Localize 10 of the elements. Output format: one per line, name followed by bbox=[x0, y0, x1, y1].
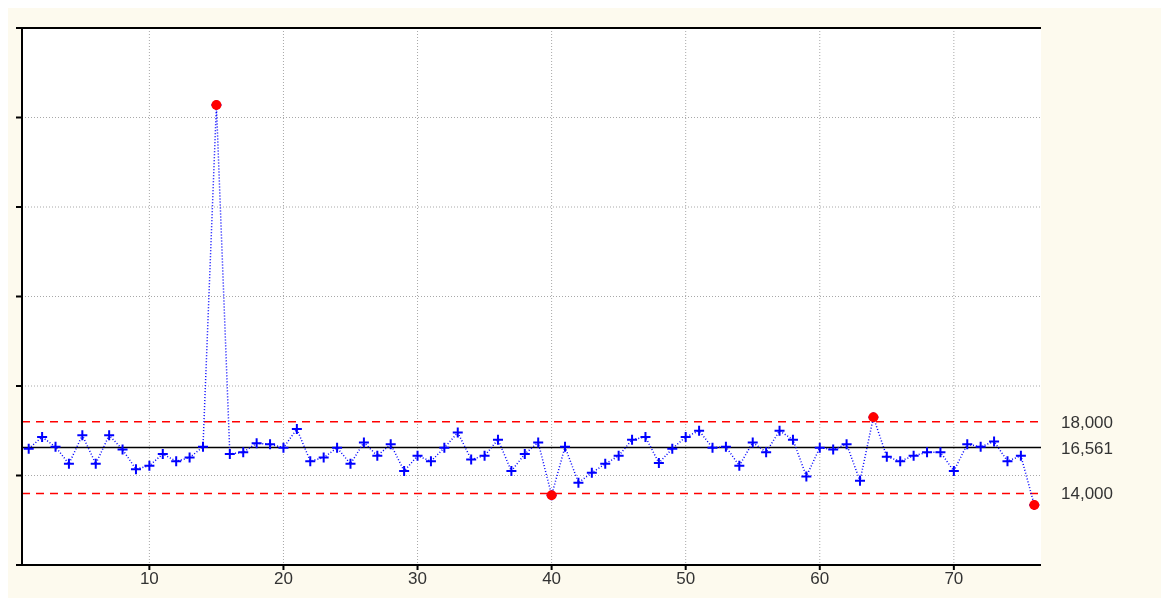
ref-line-label: 16,561 bbox=[1061, 438, 1113, 458]
ref-line-label: 14,000 bbox=[1061, 484, 1113, 504]
x-tick-label: 40 bbox=[542, 569, 562, 589]
x-tick-label: 60 bbox=[810, 569, 830, 589]
x-tick-label: 30 bbox=[408, 569, 427, 589]
ref-line-label: 18,000 bbox=[1061, 412, 1113, 432]
x-tick-label: 50 bbox=[676, 569, 696, 589]
x-tick-label: 10 bbox=[139, 569, 159, 589]
x-tick-label: 20 bbox=[273, 569, 293, 589]
x-tick-label: 70 bbox=[944, 569, 964, 589]
